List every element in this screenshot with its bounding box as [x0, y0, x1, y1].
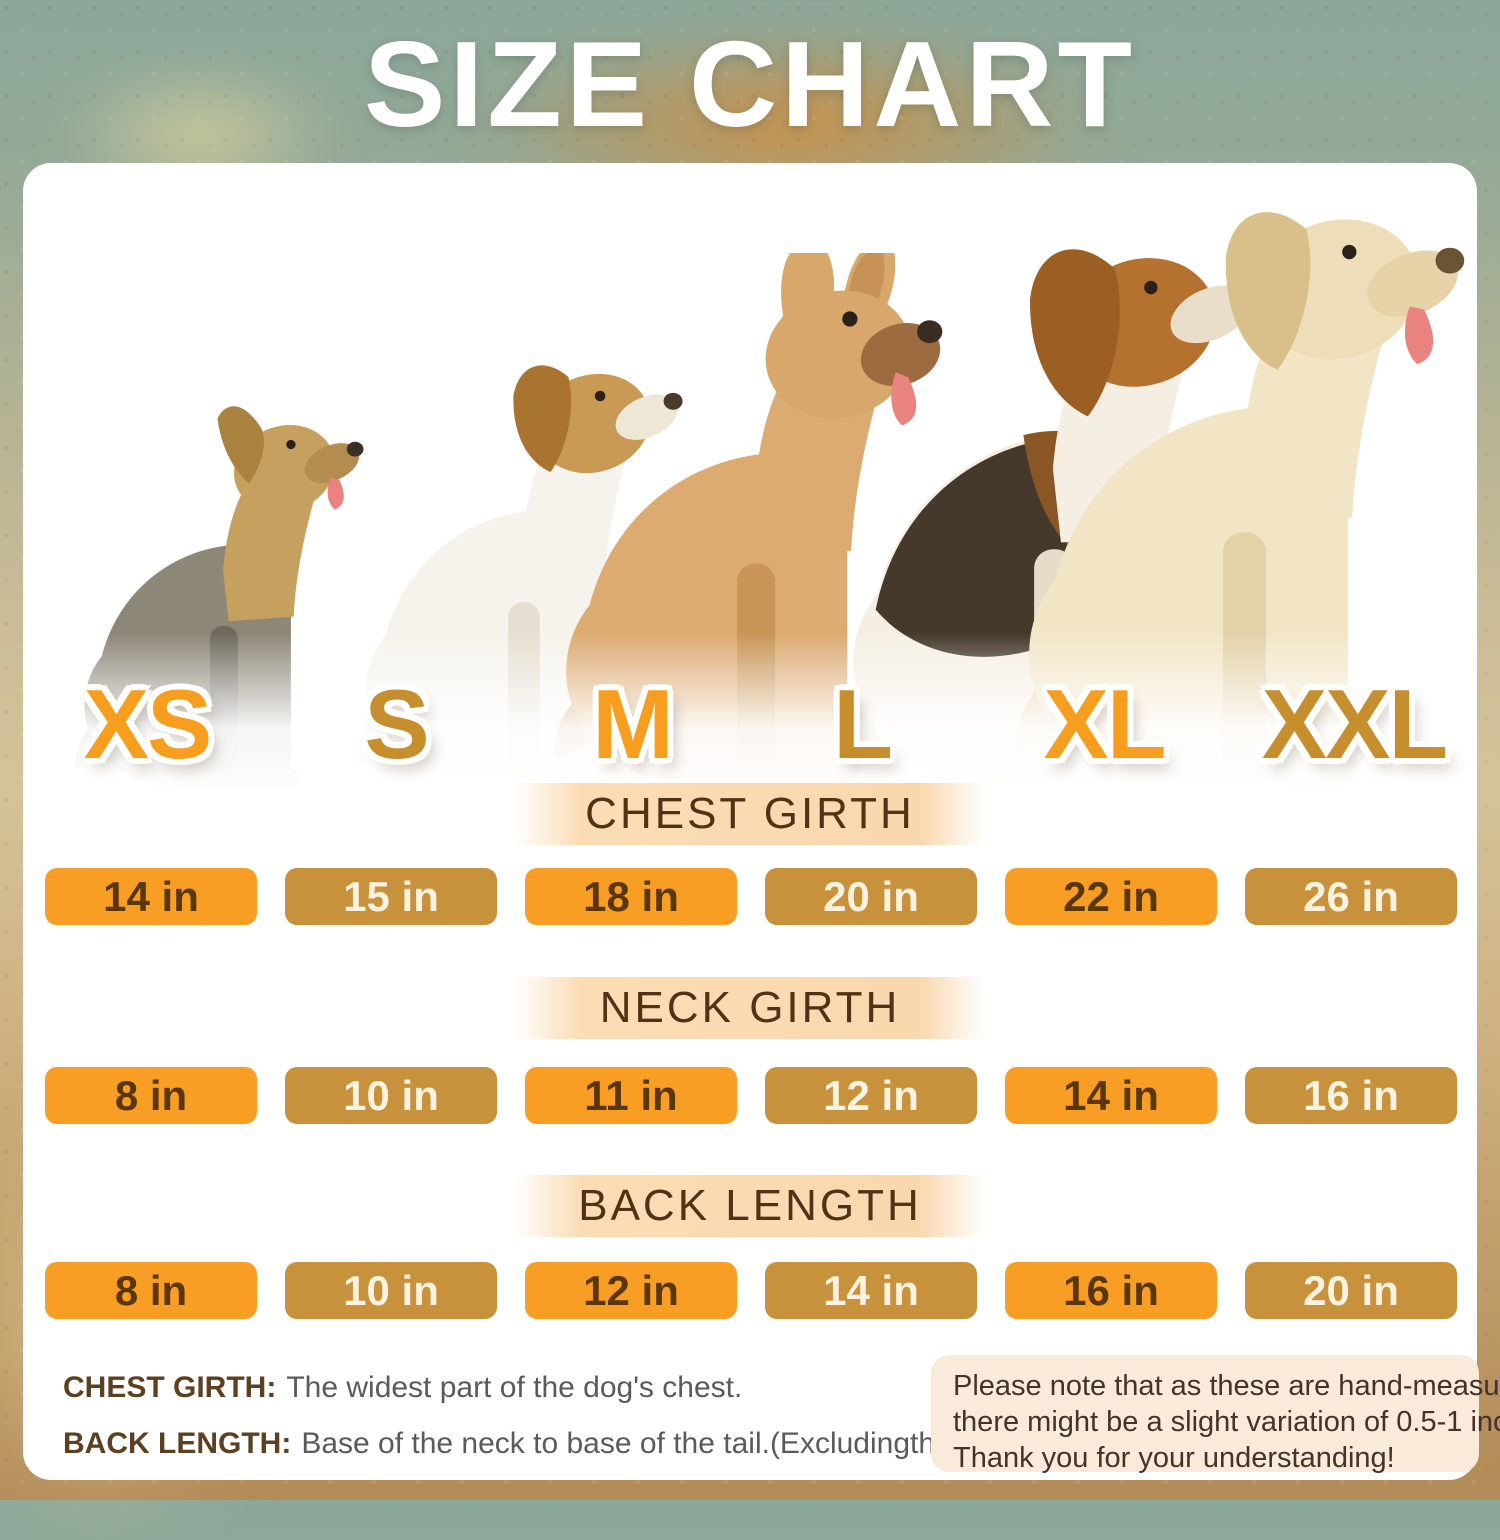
section-heading-back-length: BACK LENGTH	[515, 1175, 985, 1237]
back-length-value-xs: 8 in	[45, 1262, 257, 1319]
note-line-3: Thank you for your understanding!	[953, 1442, 1395, 1474]
neck-girth-values-row: 8 in 10 in 11 in 12 in 14 in 16 in	[45, 1067, 1457, 1124]
back-length-definition-text: Base of the neck to base of the tail.(Ex…	[301, 1427, 1001, 1460]
back-length-value-l: 14 in	[765, 1262, 977, 1319]
note-line-2: there might be a slight variation of 0.5…	[953, 1406, 1500, 1438]
chest-girth-definition-term: CHEST GIRTH:	[63, 1371, 277, 1404]
size-label-l: L	[833, 669, 893, 779]
neck-girth-value-xl: 14 in	[1005, 1067, 1217, 1124]
page-title: SIZE CHART	[364, 16, 1136, 152]
dog-bottom-fade	[23, 633, 1477, 808]
measurement-definitions: CHEST GIRTH: The widest part of the dog's…	[63, 1371, 1000, 1483]
chest-girth-value-s: 15 in	[285, 868, 497, 925]
back-length-value-xxl: 20 in	[1245, 1262, 1457, 1319]
back-length-value-xl: 16 in	[1005, 1262, 1217, 1319]
chest-girth-value-xxl: 26 in	[1245, 868, 1457, 925]
size-label-xxl: XXL	[1261, 669, 1449, 779]
hand-measured-note-box: Please note that as these are hand-measu…	[931, 1355, 1500, 1474]
neck-girth-value-l: 12 in	[765, 1067, 977, 1124]
chest-girth-value-m: 18 in	[525, 868, 737, 925]
back-length-value-m: 12 in	[525, 1262, 737, 1319]
back-length-definition-term: BACK LENGTH:	[63, 1427, 292, 1460]
chest-girth-value-xs: 14 in	[45, 868, 257, 925]
size-labels-row: XS S M L XL XXL	[23, 675, 1477, 795]
chest-girth-definition-text: The widest part of the dog's chest.	[286, 1371, 743, 1404]
section-heading-neck-girth: NECK GIRTH	[515, 977, 985, 1039]
back-length-value-s: 10 in	[285, 1262, 497, 1319]
size-chart-card: XS S M L XL XXL CHEST GIRTH 14 in 15 in …	[23, 163, 1500, 1483]
size-label-s: S	[364, 669, 429, 779]
chest-girth-value-l: 20 in	[765, 868, 977, 925]
size-label-m: M	[592, 669, 674, 779]
chest-girth-value-xl: 22 in	[1005, 868, 1217, 925]
back-length-definition: BACK LENGTH: Base of the neck to base of …	[63, 1427, 1000, 1461]
note-line-1: Please note that as these are hand-measu…	[953, 1370, 1500, 1402]
back-length-values-row: 8 in 10 in 12 in 14 in 16 in 20 in	[45, 1262, 1457, 1319]
neck-girth-value-s: 10 in	[285, 1067, 497, 1124]
size-label-xs: XS	[83, 669, 213, 779]
neck-girth-value-xxl: 16 in	[1245, 1067, 1457, 1124]
size-label-xl: XL	[1043, 669, 1166, 779]
chest-girth-values-row: 14 in 15 in 18 in 20 in 22 in 26 in	[45, 868, 1457, 925]
neck-girth-value-m: 11 in	[525, 1067, 737, 1124]
chest-girth-definition: CHEST GIRTH: The widest part of the dog's…	[63, 1371, 1000, 1405]
neck-girth-value-xs: 8 in	[45, 1067, 257, 1124]
section-heading-chest-girth: CHEST GIRTH	[515, 783, 985, 845]
